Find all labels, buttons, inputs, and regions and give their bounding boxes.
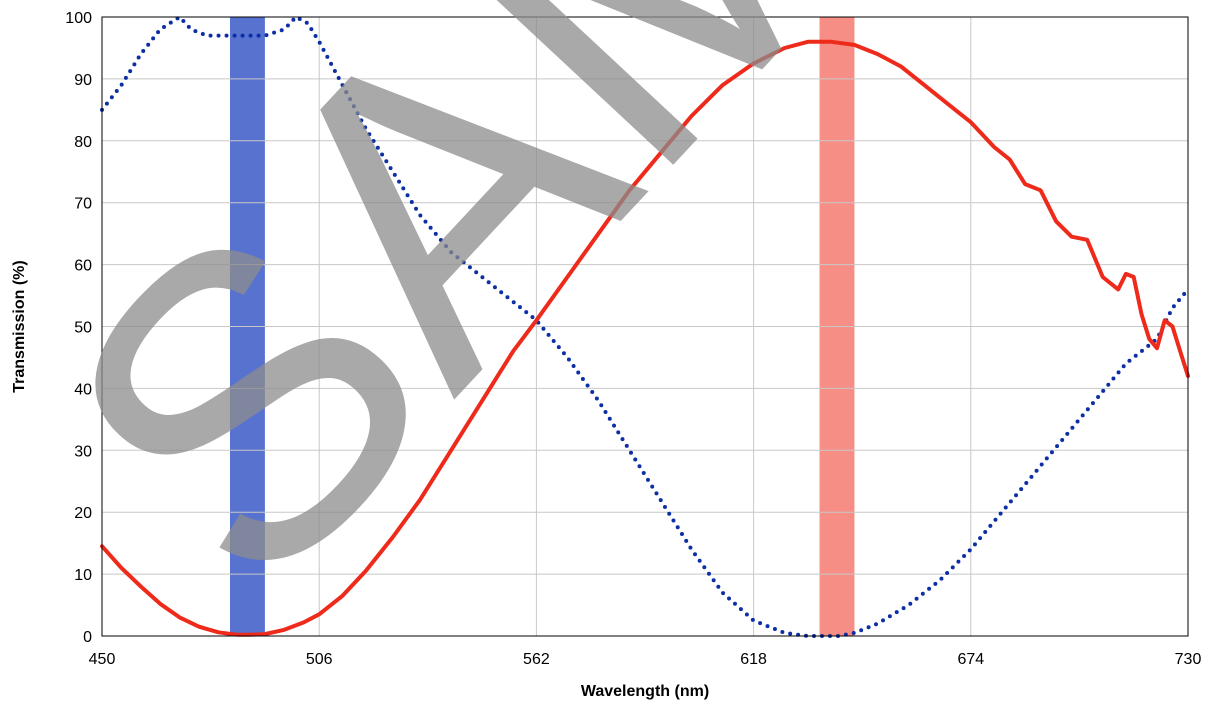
x-tick-label: 562 bbox=[523, 651, 550, 668]
y-tick-label: 70 bbox=[74, 196, 92, 213]
x-axis-title: Wavelength (nm) bbox=[581, 683, 709, 700]
sample-watermark: SAMPLE bbox=[0, 0, 1210, 673]
y-tick-label: 10 bbox=[74, 567, 92, 584]
x-tick-label: 618 bbox=[740, 651, 767, 668]
y-tick-label: 90 bbox=[74, 72, 92, 89]
y-tick-label: 0 bbox=[83, 629, 92, 646]
dotted-series-line bbox=[100, 15, 1190, 638]
x-tick-label: 506 bbox=[306, 651, 333, 668]
x-tick-label: 450 bbox=[89, 651, 116, 668]
y-tick-label: 100 bbox=[65, 10, 92, 27]
data-series bbox=[100, 15, 1190, 638]
y-tick-label: 30 bbox=[74, 443, 92, 460]
y-tick-label: 20 bbox=[74, 505, 92, 522]
plot-area-border bbox=[101, 16, 1189, 637]
x-tick-label: 730 bbox=[1175, 651, 1202, 668]
x-tick-labels: 450 506 562 618 674 730 bbox=[89, 651, 1202, 668]
solid-series-line bbox=[100, 39, 1190, 637]
y-tick-label: 60 bbox=[74, 258, 92, 275]
x-tick-label: 674 bbox=[957, 651, 984, 668]
y-tick-labels: 0 10 20 30 40 50 60 70 80 90 100 bbox=[65, 10, 92, 646]
y-axis-title: Transmission (%) bbox=[11, 260, 28, 392]
y-tick-label: 80 bbox=[74, 134, 92, 151]
y-tick-label: 40 bbox=[74, 381, 92, 398]
y-tick-label: 50 bbox=[74, 320, 92, 337]
